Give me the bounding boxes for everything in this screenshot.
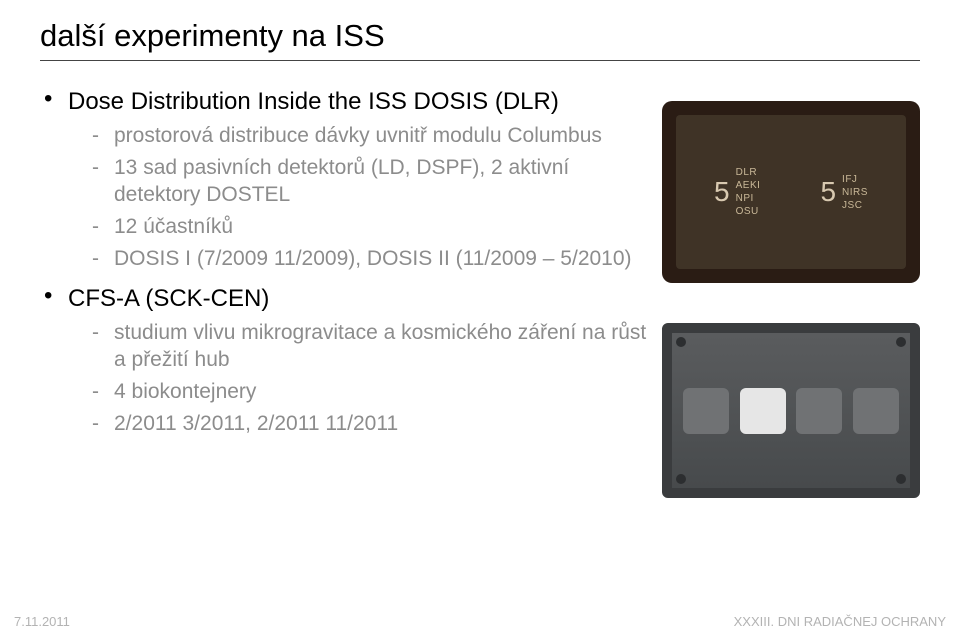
group-number: 5 <box>714 176 730 208</box>
screw-icon <box>676 474 686 484</box>
page-title: další experimenty na ISS <box>40 18 920 54</box>
bullet-cfsa: CFS-A (SCK-CEN) studium vlivu mikrogravi… <box>40 284 654 437</box>
detector-tray-image: 5 DLR AEKI NPI OSU 5 IFJ NIRS <box>662 101 920 283</box>
bio-slot <box>740 388 786 434</box>
detector-label: IFJ <box>842 174 868 185</box>
sub-item: 2/2011 3/2011, 2/2011 11/2011 <box>92 411 654 437</box>
biocontainer-image <box>662 323 920 498</box>
detector-label: OSU <box>736 206 761 217</box>
screw-icon <box>676 337 686 347</box>
detector-group-left: 5 DLR AEKI NPI OSU <box>714 167 760 217</box>
title-rule <box>40 60 920 61</box>
image-column: 5 DLR AEKI NPI OSU 5 IFJ NIRS <box>662 101 920 498</box>
detector-label: NPI <box>736 193 761 204</box>
sub-item: DOSIS I (7/2009 11/2009), DOSIS II (11/2… <box>92 246 654 272</box>
detector-tray-inner: 5 DLR AEKI NPI OSU 5 IFJ NIRS <box>676 115 906 269</box>
detector-label: DLR <box>736 167 761 178</box>
content-row: Dose Distribution Inside the ISS DOSIS (… <box>40 87 920 498</box>
footer-event: XXXIII. DNI RADIAČNEJ OCHRANY <box>734 614 946 629</box>
detector-group-right: 5 IFJ NIRS JSC <box>820 174 867 211</box>
sub-item: 12 účastníků <box>92 214 654 240</box>
sub-item: studium vlivu mikrogravitace a kosmickéh… <box>92 320 654 373</box>
sub-item: 13 sad pasivních detektorů (LD, DSPF), 2… <box>92 155 654 208</box>
screw-icon <box>896 474 906 484</box>
sub-list: studium vlivu mikrogravitace a kosmickéh… <box>92 320 654 437</box>
bullet-head: CFS-A (SCK-CEN) <box>68 284 654 314</box>
bio-slot <box>796 388 842 434</box>
detector-label: NIRS <box>842 187 868 198</box>
group-labels: DLR AEKI NPI OSU <box>736 167 761 217</box>
screw-icon <box>896 337 906 347</box>
bullet-dosis: Dose Distribution Inside the ISS DOSIS (… <box>40 87 654 272</box>
sub-item: 4 biokontejnery <box>92 379 654 405</box>
detector-label: AEKI <box>736 180 761 191</box>
footer-date: 7.11.2011 <box>14 614 70 629</box>
text-column: Dose Distribution Inside the ISS DOSIS (… <box>40 87 662 449</box>
detector-label: JSC <box>842 200 868 211</box>
sub-item: prostorová distribuce dávky uvnitř modul… <box>92 123 654 149</box>
slide: další experimenty na ISS Dose Distributi… <box>0 0 960 639</box>
group-number: 5 <box>820 176 836 208</box>
bio-slot <box>683 388 729 434</box>
group-labels: IFJ NIRS JSC <box>842 174 868 211</box>
bio-slot <box>853 388 899 434</box>
sub-list: prostorová distribuce dávky uvnitř modul… <box>92 123 654 272</box>
bullet-head: Dose Distribution Inside the ISS DOSIS (… <box>68 87 654 117</box>
slot-row <box>672 388 910 434</box>
bullet-list: Dose Distribution Inside the ISS DOSIS (… <box>40 87 654 437</box>
